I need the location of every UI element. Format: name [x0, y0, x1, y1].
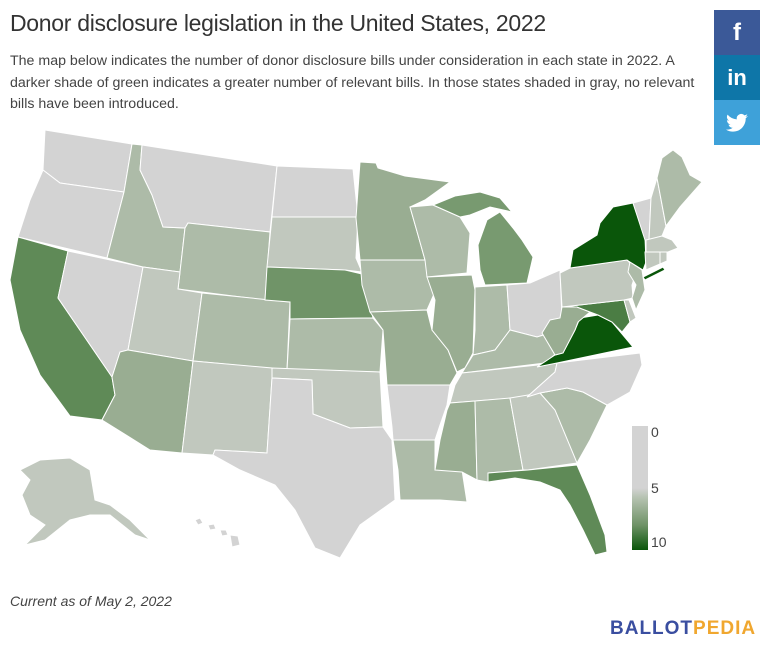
state-co[interactable] — [192, 292, 291, 371]
linkedin-share-button[interactable]: in — [714, 55, 760, 100]
as-of-date: Current as of May 2, 2022 — [10, 593, 172, 609]
state-ks[interactable] — [286, 317, 384, 373]
state-il[interactable] — [426, 274, 476, 373]
state-ar[interactable] — [386, 384, 451, 441]
state-de[interactable] — [623, 299, 637, 323]
state-ak[interactable] — [19, 457, 151, 546]
page-title: Donor disclosure legislation in the Unit… — [10, 10, 546, 36]
us-states-map — [9, 129, 703, 559]
state-la[interactable] — [392, 439, 468, 503]
state-mn[interactable] — [355, 161, 452, 261]
state-sd[interactable] — [266, 216, 363, 273]
state-nj[interactable] — [627, 261, 646, 312]
state-ri[interactable] — [659, 251, 668, 265]
twitter-icon — [726, 113, 748, 132]
twitter-share-button[interactable] — [714, 100, 760, 145]
state-tx[interactable] — [212, 377, 396, 559]
state-mi[interactable] — [431, 191, 534, 286]
ballotpedia-logo[interactable]: BALLOTPEDIA — [610, 618, 757, 639]
state-hi[interactable] — [194, 517, 241, 548]
state-mo[interactable] — [369, 309, 458, 386]
state-nc[interactable] — [526, 352, 643, 406]
facebook-share-button[interactable]: f — [714, 10, 760, 55]
state-nm[interactable] — [181, 360, 273, 456]
facebook-icon: f — [733, 18, 741, 46]
state-me[interactable] — [656, 149, 703, 228]
legend-mid-label: 5 — [651, 480, 659, 496]
legend-min-label: 0 — [651, 424, 659, 440]
state-wy[interactable] — [177, 222, 271, 301]
state-nh[interactable] — [648, 177, 667, 241]
state-mt[interactable] — [139, 144, 278, 233]
state-ma[interactable] — [645, 235, 679, 253]
state-nd[interactable] — [271, 165, 359, 218]
state-ct[interactable] — [644, 251, 661, 271]
state-az[interactable] — [101, 349, 194, 454]
legend-color-scale — [632, 426, 648, 550]
map-description: The map below indicates the number of do… — [10, 53, 695, 112]
linkedin-icon: in — [727, 64, 747, 90]
state-fl[interactable] — [487, 464, 608, 556]
legend-max-label: 10 — [651, 534, 667, 550]
